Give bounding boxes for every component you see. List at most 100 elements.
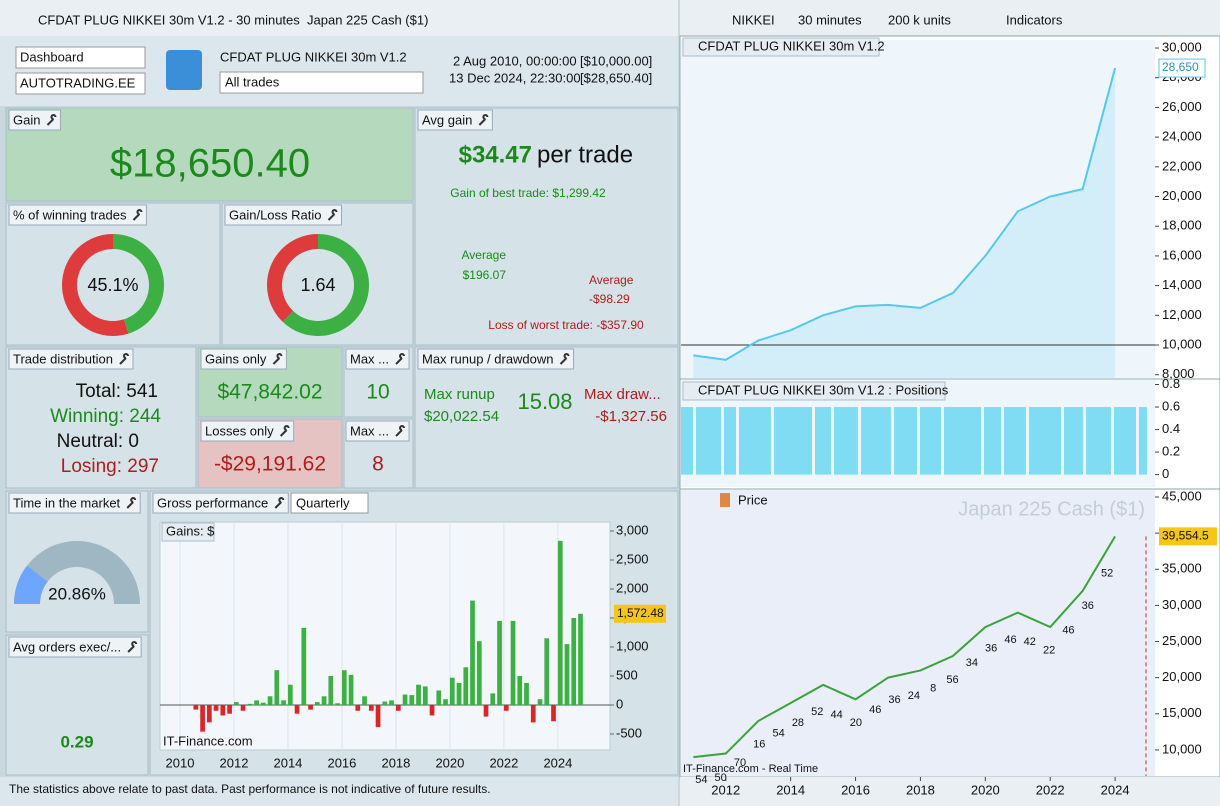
position-gap [917,407,920,475]
panel-tab [8,492,141,514]
losses-only: -$29,191.62 [214,453,326,476]
filter-select[interactable] [219,71,424,94]
bar [578,613,583,705]
source: IT-Finance.com - Real Time [683,763,818,775]
bar [206,704,212,723]
trade-label: 46 [1004,634,1016,646]
x-tick-label: 2018 [381,755,410,770]
last-value: 28,650 [1162,60,1199,74]
panel-tab [8,204,147,226]
trade-label: 52 [811,706,823,718]
legend-box [720,493,730,507]
trade-label: 8 [930,683,936,695]
panel-tab [224,204,342,226]
y-tick-label: 26,000 [1162,99,1202,114]
bar [220,704,226,716]
position-gap [891,407,894,475]
position-gap [1061,407,1064,475]
bar [395,704,401,711]
wrench-icon [132,209,143,221]
y-tick-label: -500 [616,725,642,740]
wrench-icon [327,209,338,221]
bar [254,700,259,705]
y-tick-label: 2,000 [616,580,649,595]
panel-title: Gross performance [157,495,268,510]
bar [368,704,374,711]
avg-loss-label: Average [589,273,634,287]
right-toolbar [680,0,1220,36]
y-tick-label: 2,500 [616,551,649,566]
account-select[interactable] [15,72,146,95]
x-tick-label: 2010 [166,755,195,770]
start-capital: [$10,000.00] [580,53,652,68]
y-tick-label: 22,000 [1162,158,1202,173]
left-toolbar [0,0,678,36]
time-in-market: 20.86% [48,584,106,603]
panel-title: % of winning trades [13,207,127,222]
y-tick-label: 35,000 [1162,561,1202,576]
y-tick-label: 8,000 [1162,366,1195,381]
y-tick-label: 0.8 [1162,376,1180,391]
system-name: CFDAT PLUG NIKKEI 30m V1.2 [220,49,407,64]
bar [321,696,327,705]
panel-tab [8,348,134,370]
trade-label: 36 [888,694,900,706]
equity-title: CFDAT PLUG NIKKEI 30m V1.2 [698,38,885,53]
bar [557,540,563,705]
end-date: 13 Dec 2024, 22:30:00 [449,70,581,85]
position-gap [1083,407,1086,475]
trade-label: 22 [1043,645,1055,657]
gauge-track [14,541,140,604]
y-tick-label: 12,000 [1162,307,1202,322]
view-select[interactable] [15,46,146,69]
y-tick-label: 0.4 [1162,421,1180,436]
price-pane [681,490,1155,776]
bar [301,627,307,705]
bar [240,704,246,711]
wrench-icon [119,353,129,365]
x-axis-bar [680,777,1220,806]
trade-label: 42 [1024,636,1036,648]
bar [443,699,448,705]
drawdown-label: Max draw... [584,386,661,403]
end-capital: [$28,650.40] [580,70,652,85]
panel-title: Time in the market [13,495,121,510]
title-tab [682,37,880,57]
symbol-button[interactable]: NIKKEI [732,12,775,27]
bar [348,674,354,705]
avg-win-label: Average [462,248,507,262]
y-tick-label: 25,000 [1162,633,1202,648]
last-price-box [1159,527,1217,546]
wrench-icon [272,353,283,365]
status-text: The statistics above relate to past data… [9,782,491,796]
bar [233,702,239,705]
wrench-icon [46,114,57,126]
current-value: 1,572.48 [617,606,664,620]
trade-label: 70 [734,757,746,769]
trade-label: 20 [850,717,862,729]
trade-label: 44 [830,709,842,721]
position-gap [981,407,984,475]
position-gap [771,407,774,475]
x-tick-label: 2012 [711,782,740,797]
indicators-button[interactable]: Indicators [1006,12,1063,27]
donut-loss [267,234,318,322]
title-tab [682,381,946,401]
bar [524,682,529,705]
panel-title: Avg orders exec/... [13,639,121,654]
period-select[interactable] [290,492,369,514]
y-label: Gains: $ [166,523,215,538]
bar [382,701,388,705]
bar [544,638,550,705]
best-trade: Gain of best trade: $1,299.42 [450,186,606,200]
timeframe-button[interactable]: 30 minutes [798,12,862,27]
bar [335,703,340,705]
avg-gain-unit: per trade [537,141,633,168]
y-tick-label: 1,000 [616,638,649,653]
dashboard-icon[interactable] [166,50,202,90]
y-tick-label: 20,000 [1162,669,1202,684]
position-gap [721,407,724,475]
legend-price: Price [738,492,768,507]
gain-loss-ratio: 1.64 [300,275,335,295]
units-button[interactable]: 200 k units [888,12,951,27]
